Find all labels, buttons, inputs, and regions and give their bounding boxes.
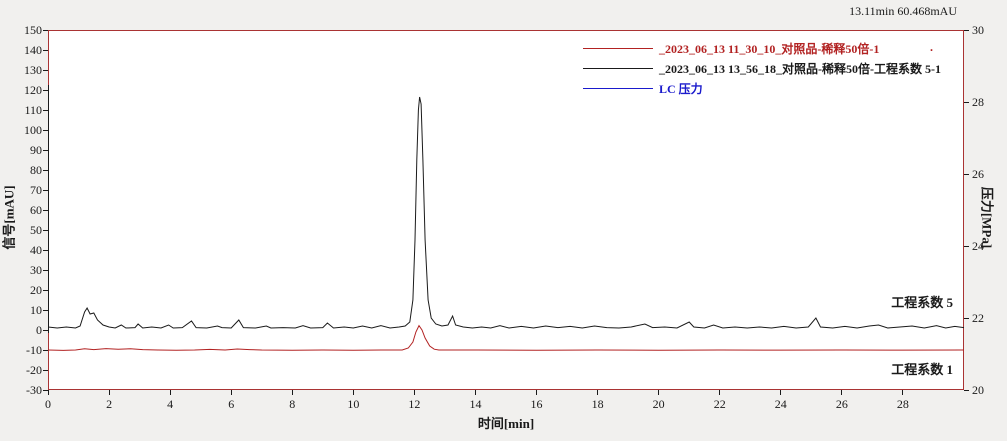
y-left-tick bbox=[43, 229, 48, 231]
legend-line-sample bbox=[583, 67, 653, 69]
y-left-tick-label: 10 bbox=[30, 303, 42, 317]
y-left-tick bbox=[43, 189, 48, 191]
y-left-tick bbox=[43, 69, 48, 71]
y-left-tick-label: 80 bbox=[30, 163, 42, 177]
y-right-axis-title: 压力[MPa] bbox=[979, 186, 995, 249]
legend-label: LC 压力 bbox=[659, 81, 703, 96]
y-left-tick-label: 0 bbox=[36, 323, 42, 337]
x-tick bbox=[230, 390, 232, 395]
x-tick-label: 18 bbox=[591, 397, 604, 411]
x-tick-label: 14 bbox=[469, 397, 482, 411]
y-left-tick-label: 90 bbox=[30, 143, 42, 157]
y-right-tick bbox=[964, 317, 969, 319]
y-left-tick-label: -20 bbox=[26, 363, 42, 377]
x-tick bbox=[108, 390, 110, 395]
legend-dot: . bbox=[930, 40, 933, 54]
y-left-tick-label: 20 bbox=[30, 283, 42, 297]
y-left-tick bbox=[43, 149, 48, 151]
x-tick bbox=[291, 390, 293, 395]
x-tick-label: 20 bbox=[652, 397, 665, 411]
y-left-tick bbox=[43, 49, 48, 51]
x-tick bbox=[47, 390, 49, 395]
x-tick bbox=[902, 390, 904, 395]
y-right-tick bbox=[964, 389, 969, 391]
y-left-tick bbox=[43, 129, 48, 131]
y-left-tick bbox=[43, 209, 48, 211]
x-tick-label: 6 bbox=[228, 397, 235, 411]
y-right-tick bbox=[964, 245, 969, 247]
x-tick-label: 12 bbox=[408, 397, 421, 411]
y-right-tick bbox=[964, 173, 969, 175]
y-left-tick bbox=[43, 109, 48, 111]
x-tick-label: 0 bbox=[45, 397, 51, 411]
y-right-tick-label: 30 bbox=[972, 23, 984, 37]
y-left-tick bbox=[43, 369, 48, 371]
y-left-axis-title: 信号[mAU] bbox=[1, 185, 17, 250]
y-left-tick-label: 100 bbox=[24, 123, 42, 137]
y-left-tick-label: 60 bbox=[30, 203, 42, 217]
y-left-tick-label: 70 bbox=[30, 183, 42, 197]
x-tick bbox=[413, 390, 415, 395]
y-left-tick bbox=[43, 349, 48, 351]
x-tick-label: 16 bbox=[530, 397, 543, 411]
legend-line-sample bbox=[583, 47, 653, 49]
legend-line-sample bbox=[583, 87, 653, 89]
x-tick-label: 24 bbox=[774, 397, 787, 411]
x-tick bbox=[352, 390, 354, 395]
y-left-tick-label: 40 bbox=[30, 243, 42, 257]
x-tick-label: 26 bbox=[835, 397, 848, 411]
legend-item-1[interactable]: _2023_06_13 13_56_18_对照品-稀释50倍-工程系数 5-1 bbox=[583, 58, 941, 78]
x-tick bbox=[169, 390, 171, 395]
legend-item-0[interactable]: _2023_06_13 11_30_10_对照品-稀释50倍-1 bbox=[583, 38, 941, 58]
y-left-tick bbox=[43, 89, 48, 91]
annotation-engineering-factor-1: 工程系数 1 bbox=[891, 362, 953, 377]
x-tick bbox=[780, 390, 782, 395]
y-right-tick-label: 22 bbox=[972, 311, 984, 325]
y-left-tick bbox=[43, 309, 48, 311]
y-left-tick-label: 150 bbox=[24, 23, 42, 37]
y-right-tick-label: 28 bbox=[972, 95, 984, 109]
left-axis-line bbox=[48, 85, 49, 333]
y-left-tick bbox=[43, 249, 48, 251]
x-tick-label: 2 bbox=[106, 397, 113, 411]
y-left-tick-label: 50 bbox=[30, 223, 42, 237]
x-tick bbox=[536, 390, 538, 395]
y-left-tick-label: -30 bbox=[26, 383, 42, 397]
x-axis-title: 时间[min] bbox=[477, 416, 535, 431]
x-tick bbox=[841, 390, 843, 395]
x-tick-label: 8 bbox=[289, 397, 296, 411]
y-right-tick-label: 26 bbox=[972, 167, 984, 181]
cursor-readout: 13.11min 60.468mAU bbox=[849, 4, 957, 18]
y-right-tick-label: 24 bbox=[972, 239, 984, 253]
y-left-tick bbox=[43, 329, 48, 331]
legend-label: _2023_06_13 13_56_18_对照品-稀释50倍-工程系数 5-1 bbox=[659, 61, 941, 76]
annotation-engineering-factor-5: 工程系数 5 bbox=[891, 295, 953, 310]
y-left-tick bbox=[43, 29, 48, 31]
legend-label: _2023_06_13 11_30_10_对照品-稀释50倍-1 bbox=[659, 41, 880, 56]
y-left-tick bbox=[43, 269, 48, 271]
y-left-tick-label: 30 bbox=[30, 263, 42, 277]
y-right-tick bbox=[964, 101, 969, 103]
x-tick-label: 28 bbox=[896, 397, 909, 411]
x-tick bbox=[658, 390, 660, 395]
y-left-tick-label: 130 bbox=[24, 63, 42, 77]
y-right-tick-label: 20 bbox=[972, 383, 984, 397]
y-left-tick-label: 120 bbox=[24, 83, 42, 97]
x-tick bbox=[597, 390, 599, 395]
y-left-tick bbox=[43, 169, 48, 171]
y-left-tick-label: -10 bbox=[26, 343, 42, 357]
x-tick bbox=[474, 390, 476, 395]
y-left-tick-label: 140 bbox=[24, 43, 42, 57]
y-left-tick bbox=[43, 389, 48, 391]
y-left-tick bbox=[43, 289, 48, 291]
x-tick bbox=[719, 390, 721, 395]
legend-item-2[interactable]: LC 压力 bbox=[583, 78, 941, 98]
legend: . _2023_06_13 11_30_10_对照品-稀释50倍-1 _2023_… bbox=[583, 38, 941, 98]
y-left-tick-label: 110 bbox=[24, 103, 42, 117]
x-tick-label: 22 bbox=[713, 397, 726, 411]
x-tick-label: 10 bbox=[347, 397, 360, 411]
y-right-tick bbox=[964, 29, 969, 31]
x-tick-label: 4 bbox=[167, 397, 174, 411]
